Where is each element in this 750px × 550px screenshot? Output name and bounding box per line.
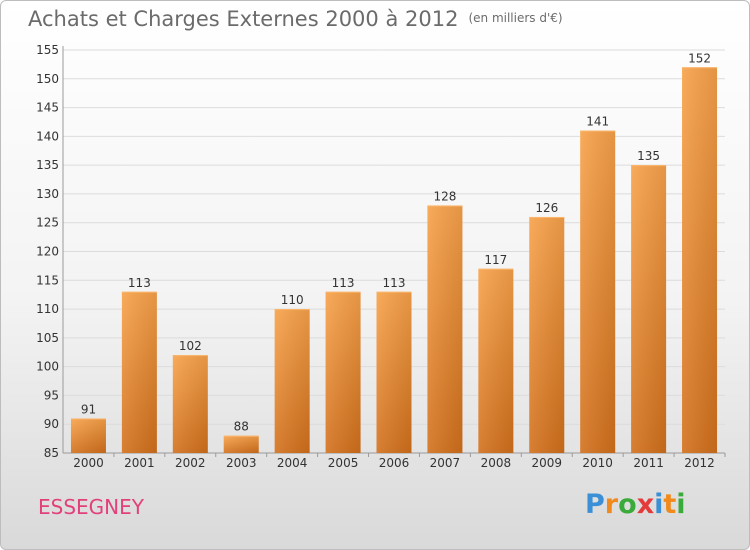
chart-title-text: Achats et Charges Externes 2000 à 2012 [28, 7, 459, 31]
x-tick-label: 2007 [430, 456, 461, 470]
x-tick-label: 2006 [379, 456, 410, 470]
y-tick-label: 90 [44, 417, 59, 431]
y-tick-label: 120 [36, 245, 59, 259]
bar-shade [121, 291, 157, 453]
logo-letter: o [618, 489, 637, 520]
chart-subtitle: (en milliers d'€) [468, 11, 563, 25]
bar-layer: 91 113 102 88 110 113 113 128 117 126 141 135 152 [70, 51, 718, 454]
data-label: 152 [688, 51, 711, 65]
bar-shade [580, 130, 616, 453]
x-tick-label: 2004 [277, 456, 308, 470]
data-label: 113 [128, 276, 151, 290]
logo-letter: t [663, 489, 677, 520]
y-tick-label: 130 [36, 187, 59, 201]
data-label: 126 [535, 201, 558, 215]
data-label: 91 [81, 402, 96, 416]
y-tick-label: 135 [36, 158, 59, 172]
data-label: 102 [179, 339, 202, 353]
data-label: 113 [383, 276, 406, 290]
y-tick-label: 110 [36, 302, 59, 316]
bar-shade [274, 309, 310, 453]
logo-letter: P [585, 489, 605, 520]
y-tick-label: 95 [44, 388, 59, 402]
data-label: 128 [433, 189, 456, 203]
y-tick-label: 140 [36, 129, 59, 143]
logo-letter: i [676, 489, 686, 520]
bar-shade [172, 355, 208, 453]
place-name: ESSEGNEY [38, 495, 144, 519]
bar-shade [682, 67, 718, 454]
x-tick-label: 2002 [175, 456, 206, 470]
data-label: 110 [281, 293, 304, 307]
y-tick-label: 105 [36, 331, 59, 345]
x-tick-label: 2005 [328, 456, 359, 470]
y-tick-label: 100 [36, 360, 59, 374]
x-tick-label: 2009 [531, 456, 562, 470]
logo-letter: i [654, 489, 664, 520]
x-tick-label: 2011 [633, 456, 664, 470]
data-label: 113 [332, 276, 355, 290]
y-tick-label: 115 [36, 273, 59, 287]
bar-shade [376, 291, 412, 453]
bar-shade [223, 435, 259, 453]
bar-shade [325, 291, 361, 453]
bar-shade [478, 268, 514, 453]
x-tick-label: 2008 [481, 456, 512, 470]
y-tick-label: 145 [36, 101, 59, 115]
axis-layer: 85 90 95 100 105 110 115 120 125 130 135 140 145 150 1… [36, 43, 726, 470]
bar-shade [529, 216, 565, 453]
data-label: 88 [234, 420, 249, 434]
logo-letter: r [604, 489, 619, 520]
y-tick-label: 85 [44, 446, 59, 460]
y-tick-label: 125 [36, 216, 59, 230]
bar-shade [70, 418, 106, 453]
data-label: 135 [637, 149, 660, 163]
x-tick-label: 2001 [124, 456, 155, 470]
data-label: 117 [484, 253, 507, 267]
x-tick-label: 2012 [684, 456, 715, 470]
data-label: 141 [586, 115, 609, 129]
logo-letter: x [636, 489, 655, 520]
chart-title: Achats et Charges Externes 2000 à 2012 (e… [28, 7, 563, 31]
proxiti-logo[interactable]: Proxiti [585, 489, 686, 520]
x-tick-label: 2003 [226, 456, 257, 470]
y-tick-label: 150 [36, 72, 59, 86]
x-tick-label: 2000 [73, 456, 104, 470]
y-tick-label: 155 [36, 43, 59, 57]
bar-shade [631, 165, 667, 453]
x-tick-label: 2010 [582, 456, 613, 470]
bar-shade [427, 205, 463, 453]
